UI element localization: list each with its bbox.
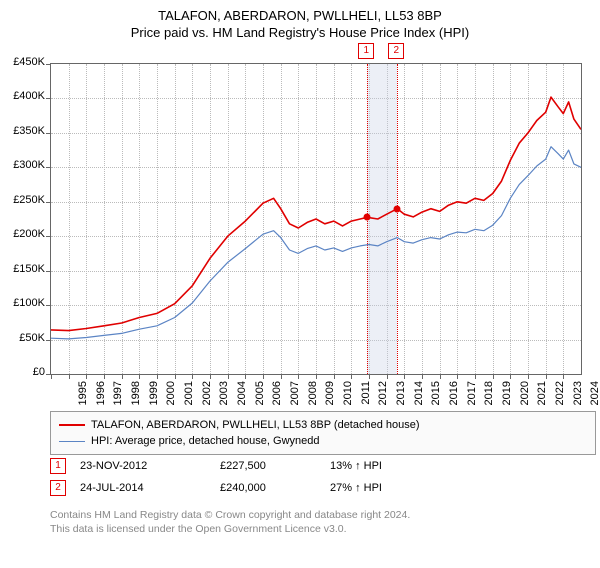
- x-tick-label: 2001: [183, 381, 195, 411]
- legend-item: HPI: Average price, detached house, Gwyn…: [59, 433, 587, 449]
- y-tick-label: £0: [5, 366, 45, 378]
- legend-label: HPI: Average price, detached house, Gwyn…: [91, 435, 320, 447]
- x-tick-label: 2010: [342, 381, 354, 411]
- x-tick-label: 2022: [554, 381, 566, 411]
- legend-swatch: [59, 424, 85, 426]
- footer-line2: This data is licensed under the Open Gov…: [50, 522, 410, 536]
- x-tick-label: 2018: [483, 381, 495, 411]
- x-tick-label: 2000: [165, 381, 177, 411]
- footer-line1: Contains HM Land Registry data © Crown c…: [50, 508, 410, 522]
- sale-marker-1: 1: [358, 43, 374, 59]
- x-tick-label: 2020: [519, 381, 531, 411]
- sale-dot: [394, 205, 401, 212]
- y-tick-label: £100K: [5, 297, 45, 309]
- x-tick-label: 2012: [377, 381, 389, 411]
- x-tick-label: 2017: [466, 381, 478, 411]
- sale-row-marker: 2: [50, 480, 66, 496]
- y-tick-label: £300K: [5, 159, 45, 171]
- x-tick-label: 2007: [289, 381, 301, 411]
- x-tick-label: 1995: [77, 381, 89, 411]
- chart-container: TALAFON, ABERDARON, PWLLHELI, LL53 8BP P…: [0, 8, 600, 568]
- sale-date: 23-NOV-2012: [80, 460, 220, 472]
- legend-swatch: [59, 441, 85, 442]
- sale-price: £227,500: [220, 460, 330, 472]
- x-tick-label: 2004: [236, 381, 248, 411]
- y-tick-label: £150K: [5, 263, 45, 275]
- x-tick-label: 2019: [501, 381, 513, 411]
- y-tick-label: £250K: [5, 194, 45, 206]
- x-tick-label: 1998: [130, 381, 142, 411]
- chart-title: TALAFON, ABERDARON, PWLLHELI, LL53 8BP: [0, 8, 600, 23]
- x-tick-label: 2016: [448, 381, 460, 411]
- x-tick-label: 2003: [218, 381, 230, 411]
- x-tick-label: 2014: [413, 381, 425, 411]
- x-tick-label: 2021: [536, 381, 548, 411]
- x-tick-label: 2006: [271, 381, 283, 411]
- y-tick-label: £400K: [5, 90, 45, 102]
- legend-label: TALAFON, ABERDARON, PWLLHELI, LL53 8BP (…: [91, 419, 420, 431]
- x-tick-label: 2008: [307, 381, 319, 411]
- x-tick-label: 2023: [572, 381, 584, 411]
- sale-marker-2: 2: [388, 43, 404, 59]
- plot-area: [50, 63, 582, 375]
- x-tick-label: 2002: [201, 381, 213, 411]
- sale-price: £240,000: [220, 482, 330, 494]
- sale-pct: 13% ↑ HPI: [330, 460, 382, 472]
- x-tick-label: 2009: [324, 381, 336, 411]
- y-tick-label: £50K: [5, 332, 45, 344]
- sale-row: 1 23-NOV-2012£227,50013% ↑ HPI: [50, 458, 382, 474]
- chart-subtitle: Price paid vs. HM Land Registry's House …: [0, 25, 600, 40]
- footer-text: Contains HM Land Registry data © Crown c…: [50, 508, 410, 536]
- x-tick-label: 2005: [254, 381, 266, 411]
- x-tick-label: 2024: [589, 381, 600, 411]
- y-tick-label: £200K: [5, 228, 45, 240]
- series-svg: [51, 64, 581, 374]
- series-property: [51, 97, 581, 331]
- sale-date: 24-JUL-2014: [80, 482, 220, 494]
- sale-row: 2 24-JUL-2014£240,00027% ↑ HPI: [50, 480, 382, 496]
- x-tick-label: 2013: [395, 381, 407, 411]
- y-tick-label: £350K: [5, 125, 45, 137]
- sale-dot: [364, 214, 371, 221]
- x-tick-label: 1997: [112, 381, 124, 411]
- legend-item: TALAFON, ABERDARON, PWLLHELI, LL53 8BP (…: [59, 417, 587, 433]
- legend: TALAFON, ABERDARON, PWLLHELI, LL53 8BP (…: [50, 411, 596, 455]
- sale-row-marker: 1: [50, 458, 66, 474]
- x-tick-label: 2011: [360, 381, 372, 411]
- x-tick-label: 1996: [95, 381, 107, 411]
- x-tick-label: 2015: [430, 381, 442, 411]
- series-hpi: [51, 147, 581, 339]
- x-tick-label: 1999: [148, 381, 160, 411]
- sale-pct: 27% ↑ HPI: [330, 482, 382, 494]
- y-tick-label: £450K: [5, 56, 45, 68]
